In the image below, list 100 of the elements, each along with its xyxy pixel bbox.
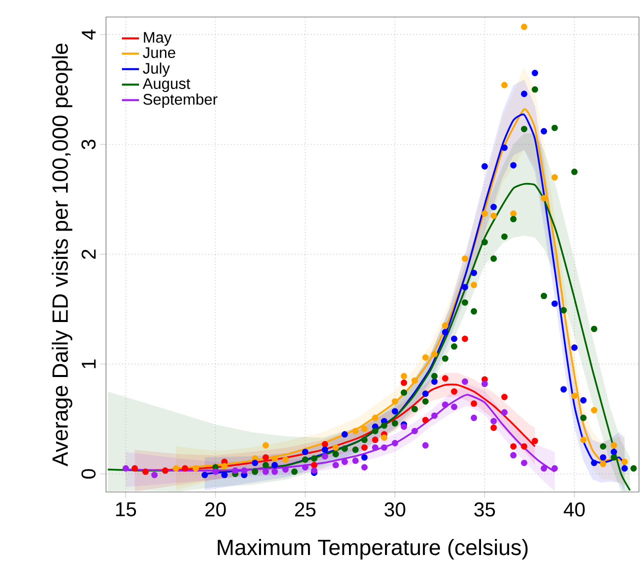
point bbox=[532, 438, 538, 444]
point bbox=[470, 308, 478, 315]
point bbox=[510, 210, 517, 217]
point bbox=[510, 162, 517, 168]
point bbox=[520, 460, 528, 466]
point bbox=[302, 464, 308, 470]
point bbox=[510, 443, 517, 450]
legend-label: June bbox=[142, 47, 176, 58]
point bbox=[332, 450, 339, 458]
point bbox=[272, 468, 278, 475]
y-axis-title: Average Daily ED visits per 100,000 people bbox=[52, 44, 72, 466]
point bbox=[240, 467, 248, 474]
point bbox=[532, 86, 538, 93]
point bbox=[400, 372, 408, 380]
point bbox=[272, 462, 278, 468]
point bbox=[520, 24, 528, 30]
point bbox=[422, 390, 429, 397]
point bbox=[352, 458, 359, 464]
point bbox=[352, 446, 359, 453]
point bbox=[590, 406, 598, 414]
point bbox=[262, 462, 269, 468]
x-tick-label: 25 bbox=[295, 502, 316, 517]
point bbox=[322, 441, 328, 448]
point bbox=[332, 444, 339, 451]
point bbox=[431, 350, 438, 358]
point bbox=[361, 454, 368, 461]
point bbox=[341, 431, 348, 438]
point bbox=[310, 455, 318, 462]
point bbox=[151, 472, 158, 478]
point bbox=[310, 462, 318, 468]
point bbox=[481, 210, 488, 217]
point bbox=[462, 378, 468, 385]
y-tick-label: 2 bbox=[82, 250, 96, 259]
point bbox=[610, 448, 618, 456]
point bbox=[462, 336, 468, 342]
point bbox=[610, 442, 618, 449]
point bbox=[621, 458, 628, 465]
point bbox=[302, 456, 308, 463]
point bbox=[621, 465, 628, 472]
point bbox=[422, 416, 429, 424]
point bbox=[501, 144, 508, 151]
point bbox=[520, 126, 528, 132]
point bbox=[450, 343, 458, 350]
point bbox=[262, 468, 269, 475]
point bbox=[252, 460, 258, 466]
point bbox=[380, 422, 388, 429]
point bbox=[490, 212, 497, 219]
point bbox=[431, 372, 438, 380]
point bbox=[221, 462, 228, 470]
point bbox=[310, 467, 318, 474]
point bbox=[282, 466, 289, 473]
point bbox=[392, 440, 398, 446]
point bbox=[540, 292, 548, 300]
point bbox=[600, 443, 606, 450]
point bbox=[490, 204, 497, 210]
point bbox=[272, 455, 278, 462]
point bbox=[221, 472, 228, 478]
point bbox=[481, 380, 488, 388]
point bbox=[580, 436, 587, 444]
y-tick-label: 4 bbox=[82, 30, 96, 40]
legend-label: May bbox=[144, 32, 172, 46]
point bbox=[352, 428, 359, 434]
legend-label: August bbox=[142, 78, 190, 92]
point bbox=[490, 255, 497, 262]
point bbox=[470, 400, 478, 407]
point bbox=[411, 377, 418, 384]
point bbox=[450, 336, 458, 342]
point bbox=[551, 465, 558, 472]
point bbox=[520, 443, 528, 450]
x-tick-label: 30 bbox=[384, 502, 406, 517]
point bbox=[580, 397, 587, 404]
point bbox=[302, 448, 308, 456]
point bbox=[422, 354, 429, 361]
point bbox=[501, 394, 508, 400]
point bbox=[551, 124, 558, 132]
point bbox=[481, 238, 488, 246]
point bbox=[600, 454, 606, 461]
point bbox=[520, 90, 528, 98]
point bbox=[262, 454, 269, 461]
x-axis-title: Maximum Temperature (celsius) bbox=[218, 539, 528, 560]
point bbox=[540, 465, 548, 472]
point bbox=[501, 82, 508, 88]
point bbox=[400, 389, 408, 396]
point bbox=[442, 322, 448, 329]
point bbox=[422, 442, 429, 449]
point bbox=[560, 307, 567, 314]
point bbox=[462, 255, 468, 262]
x-tick-label: 40 bbox=[564, 502, 585, 517]
point bbox=[431, 412, 438, 419]
point bbox=[372, 444, 378, 451]
point bbox=[202, 472, 208, 478]
point bbox=[442, 375, 448, 382]
point bbox=[501, 409, 508, 416]
point bbox=[490, 418, 497, 424]
point bbox=[571, 392, 578, 400]
point bbox=[372, 414, 378, 422]
point bbox=[442, 355, 448, 362]
point bbox=[450, 404, 458, 410]
point bbox=[490, 424, 497, 431]
point bbox=[182, 465, 188, 472]
